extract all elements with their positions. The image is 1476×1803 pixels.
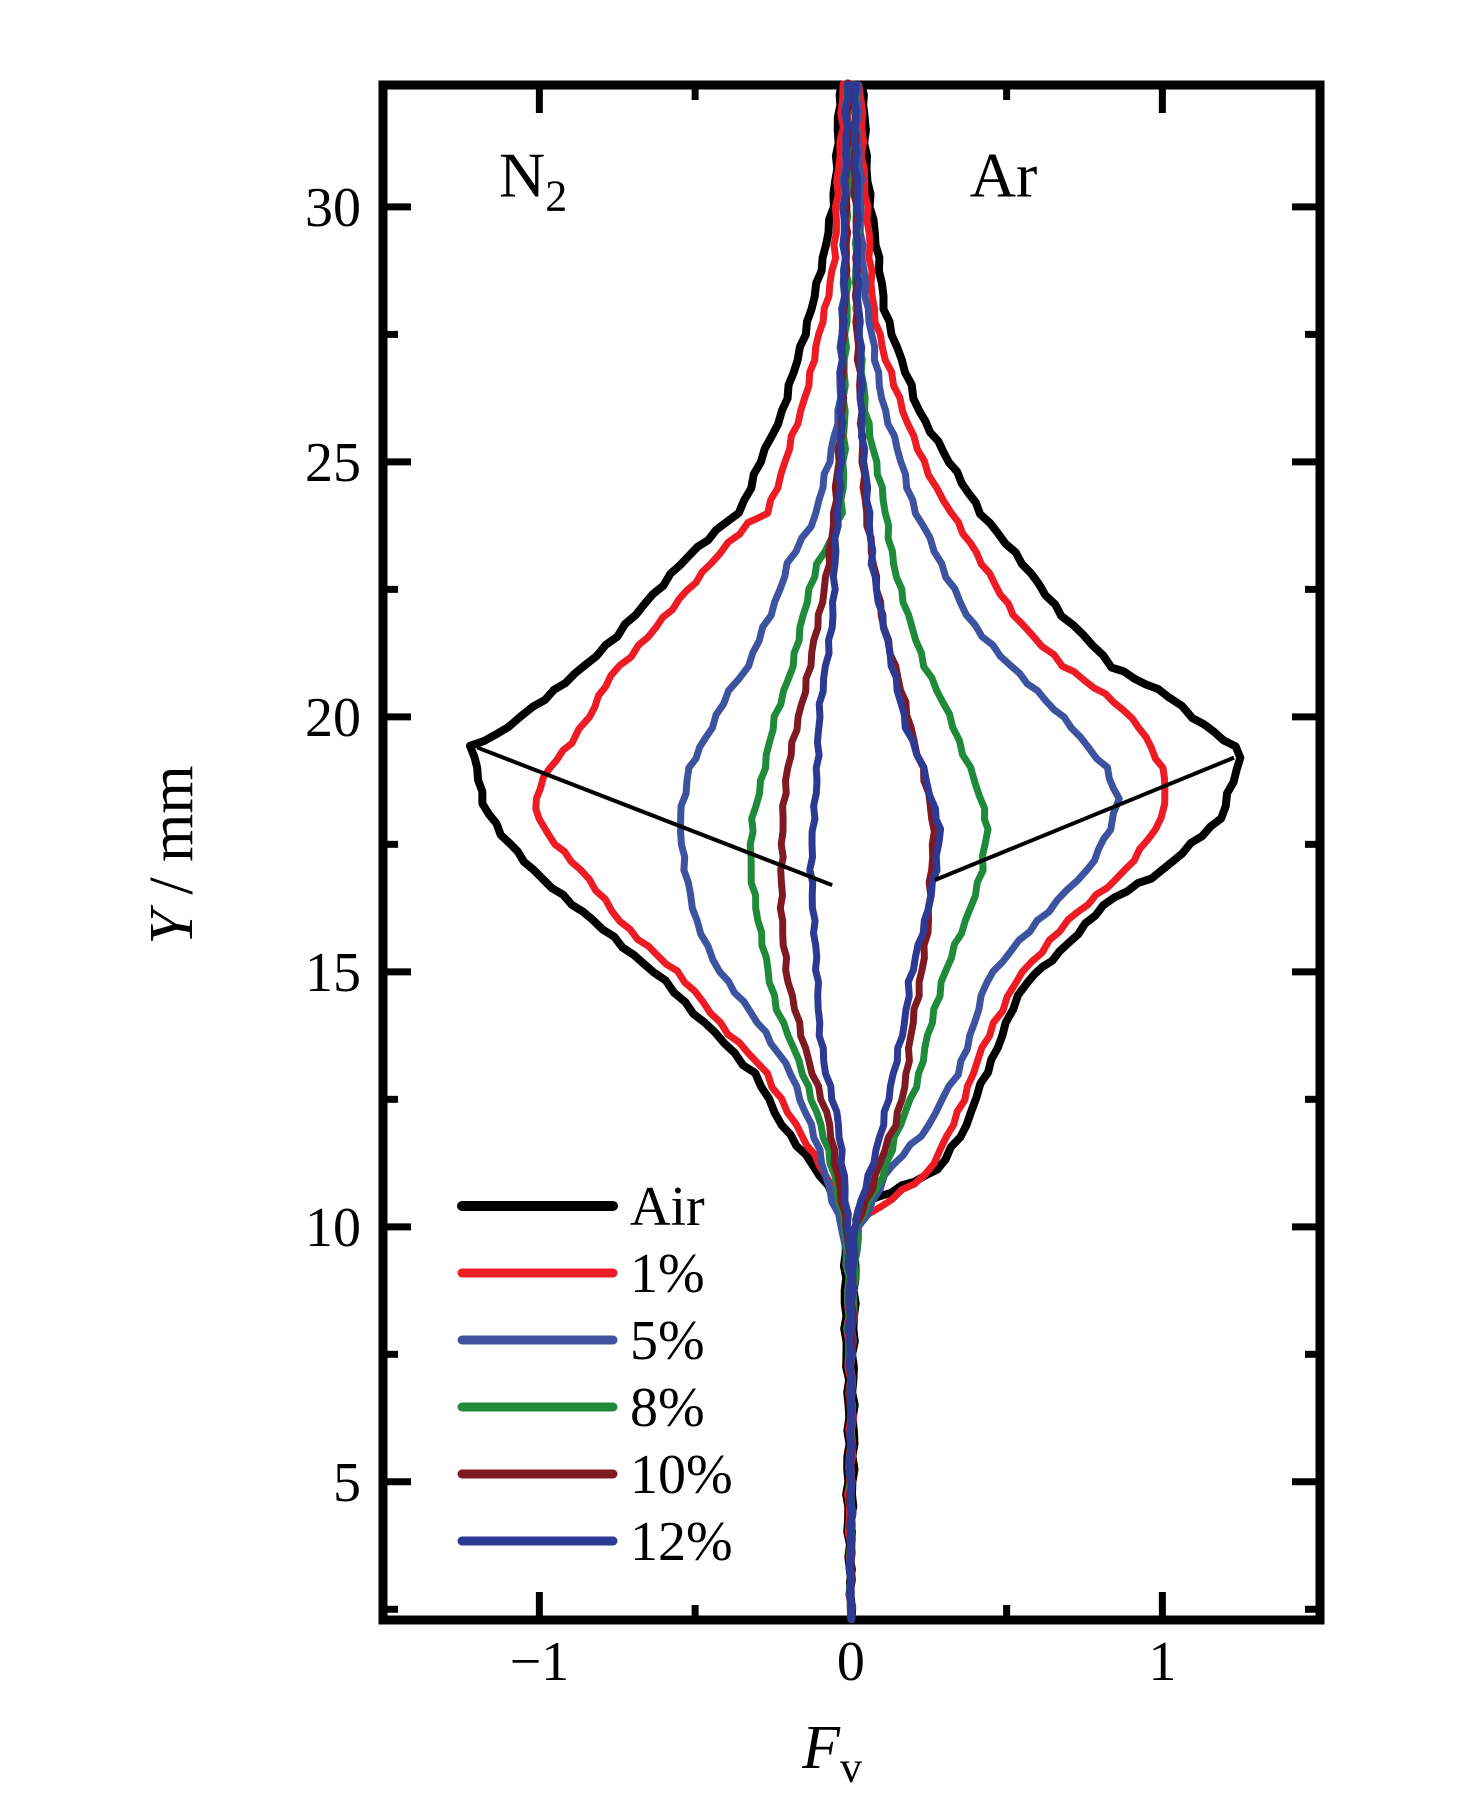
label-ar: Ar	[970, 140, 1038, 211]
x-tick-label: −1	[510, 1631, 570, 1693]
annotation-line	[476, 745, 833, 888]
x-axis-label: Fv	[801, 1714, 862, 1792]
x-tick-label: 0	[837, 1631, 865, 1693]
y-tick-label: 15	[305, 942, 361, 1004]
legend-label: Air	[630, 1176, 705, 1238]
legend-label: 1%	[630, 1243, 705, 1305]
y-tick-label: 10	[305, 1197, 361, 1259]
curve-air	[466, 80, 1245, 1624]
legend-label: 10%	[630, 1444, 733, 1506]
legend-label: 5%	[630, 1310, 705, 1372]
y-axis-label: Y / mm	[138, 765, 206, 944]
x-tick-label: 1	[1148, 1631, 1176, 1693]
annotation-line	[934, 755, 1235, 882]
curve-12pct	[806, 81, 945, 1623]
y-tick-label: 30	[305, 177, 361, 239]
label-n2: N2	[499, 140, 567, 221]
legend-label: 12%	[630, 1511, 733, 1573]
y-tick-label: 20	[305, 687, 361, 749]
legend-label: 8%	[630, 1377, 705, 1439]
y-tick-label: 5	[333, 1452, 361, 1514]
y-tick-label: 25	[305, 432, 361, 494]
